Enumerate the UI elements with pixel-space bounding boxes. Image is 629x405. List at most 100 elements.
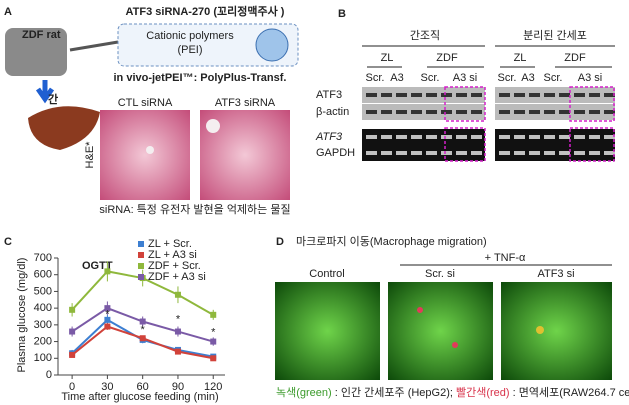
x-tick-label: 60	[137, 381, 149, 393]
band	[396, 110, 407, 114]
band	[589, 93, 600, 97]
label: Scr.	[421, 72, 440, 84]
marker	[174, 348, 181, 355]
cell-red	[536, 326, 544, 334]
band	[589, 151, 600, 155]
panel-label: B	[338, 8, 346, 20]
band	[529, 93, 540, 97]
caption-part: 빨간색(red)	[456, 386, 510, 399]
label: 간	[48, 92, 58, 106]
band	[544, 110, 555, 114]
label: A3	[521, 72, 534, 84]
band	[456, 110, 467, 114]
marker	[210, 311, 217, 318]
y-tick-label: 300	[34, 319, 52, 331]
annotation: *	[141, 324, 146, 336]
band	[381, 151, 392, 155]
syringe	[69, 40, 119, 52]
y-axis-label: Plasma glucose (mg/dl)	[16, 258, 28, 373]
label: Scr.	[498, 72, 517, 84]
x-tick-label: 90	[172, 381, 184, 393]
annotation: *	[211, 326, 216, 338]
arrow	[35, 80, 55, 104]
x-tick-label: 0	[69, 381, 75, 393]
label: H&E*	[84, 141, 96, 169]
band	[456, 93, 467, 97]
band	[471, 151, 482, 155]
marker	[210, 355, 217, 362]
band	[559, 135, 570, 139]
panel-label: C	[4, 236, 12, 248]
label: + TNF-α	[485, 252, 526, 264]
x-tick-label: 30	[101, 381, 113, 393]
band	[499, 93, 510, 97]
band	[426, 135, 437, 139]
band	[514, 135, 525, 139]
tissue-image	[100, 110, 190, 200]
band	[574, 93, 585, 97]
band	[589, 110, 600, 114]
liver	[28, 106, 100, 150]
marker	[139, 318, 146, 325]
label: 분리된 간세포	[523, 29, 587, 42]
label: Scr.	[544, 72, 563, 84]
label: ATF3	[316, 89, 342, 101]
band	[559, 93, 570, 97]
band	[426, 151, 437, 155]
label: ATF3	[315, 131, 343, 143]
polymer-box	[117, 23, 299, 67]
band	[544, 93, 555, 97]
band	[514, 110, 525, 114]
band	[411, 151, 422, 155]
band	[441, 93, 452, 97]
band	[396, 151, 407, 155]
micrograph	[275, 282, 380, 380]
band	[574, 135, 585, 139]
band	[499, 110, 510, 114]
band	[574, 151, 585, 155]
marker	[174, 328, 181, 335]
y-tick-label: 700	[34, 252, 52, 264]
panel-label: D	[276, 236, 284, 248]
label: 간조직	[410, 29, 440, 42]
caption-part: : 면역세포(RAW264.7 cells)	[510, 386, 629, 399]
band	[396, 93, 407, 97]
label: ZDF	[564, 52, 586, 64]
label: Scr.	[366, 72, 385, 84]
label: Cationic polymers	[146, 30, 234, 42]
annotation: *	[176, 314, 181, 326]
marker	[69, 351, 76, 358]
complex-icon	[255, 28, 289, 62]
label: Scr. si	[425, 268, 455, 280]
caption-part: 녹색(green)	[276, 386, 332, 399]
marker	[104, 305, 111, 312]
x-axis-label: Time after glucose feeding (min)	[61, 391, 218, 403]
band	[559, 151, 570, 155]
x-tick-label: 120	[204, 381, 222, 393]
band	[559, 110, 570, 114]
label: in vivo-jetPEI™: PolyPlus-Transf.	[114, 72, 287, 84]
label: CTL siRNA	[118, 97, 173, 109]
rat-image	[5, 28, 67, 76]
highlight	[569, 86, 615, 122]
band	[366, 135, 377, 139]
band	[456, 151, 467, 155]
band	[411, 110, 422, 114]
band	[529, 135, 540, 139]
caption: 녹색(green) : 인간 간세포주 (HepG2); 빨간색(red) : …	[276, 386, 629, 399]
legend-swatch	[138, 252, 144, 258]
micrograph	[501, 282, 612, 380]
band	[499, 135, 510, 139]
band	[529, 151, 540, 155]
label: GAPDH	[316, 147, 355, 159]
label: ZDF rat	[22, 29, 61, 41]
label: A3 si	[578, 72, 602, 84]
y-tick-label: 200	[34, 335, 52, 347]
marker	[69, 328, 76, 335]
marker	[210, 338, 217, 345]
band	[499, 151, 510, 155]
vacuole	[146, 146, 154, 154]
band	[529, 110, 540, 114]
band	[441, 151, 452, 155]
